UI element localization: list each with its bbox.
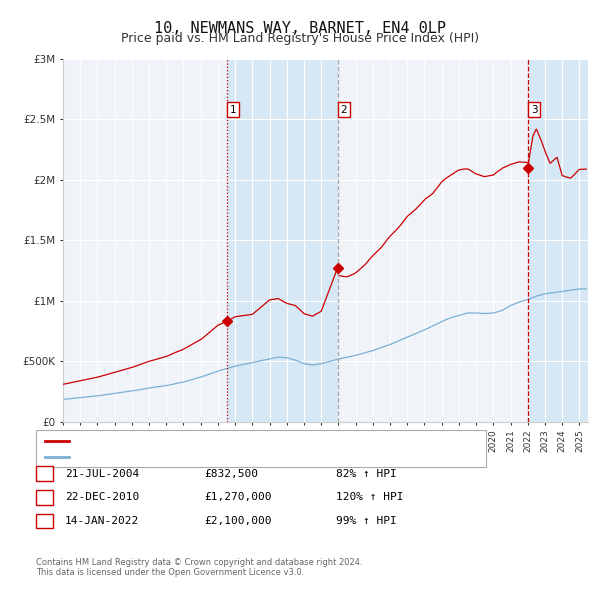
Text: 120% ↑ HPI: 120% ↑ HPI	[336, 493, 404, 502]
Bar	[529, 59, 588, 422]
Text: Price paid vs. HM Land Registry's House Price Index (HPI): Price paid vs. HM Land Registry's House …	[121, 32, 479, 45]
Text: HPI: Average price, detached house, Enfield: HPI: Average price, detached house, Enfi…	[72, 452, 301, 462]
Text: 3: 3	[531, 105, 538, 115]
Text: £1,270,000: £1,270,000	[204, 493, 271, 502]
Text: £832,500: £832,500	[204, 469, 258, 478]
Text: 10, NEWMANS WAY, BARNET, EN4 0LP: 10, NEWMANS WAY, BARNET, EN4 0LP	[154, 21, 446, 35]
Text: Contains HM Land Registry data © Crown copyright and database right 2024.
This d: Contains HM Land Registry data © Crown c…	[36, 558, 362, 577]
Text: 3: 3	[41, 516, 48, 526]
Text: 1: 1	[41, 469, 48, 478]
Text: 22-DEC-2010: 22-DEC-2010	[65, 493, 139, 502]
Text: 2: 2	[41, 493, 48, 502]
Text: 21-JUL-2004: 21-JUL-2004	[65, 469, 139, 478]
Text: 14-JAN-2022: 14-JAN-2022	[65, 516, 139, 526]
Text: 10, NEWMANS WAY, BARNET, EN4 0LP (detached house): 10, NEWMANS WAY, BARNET, EN4 0LP (detach…	[72, 435, 365, 445]
Text: 99% ↑ HPI: 99% ↑ HPI	[336, 516, 397, 526]
Bar	[227, 59, 338, 422]
Text: £2,100,000: £2,100,000	[204, 516, 271, 526]
Text: 2: 2	[340, 105, 347, 115]
Text: 1: 1	[230, 105, 236, 115]
Text: 82% ↑ HPI: 82% ↑ HPI	[336, 469, 397, 478]
